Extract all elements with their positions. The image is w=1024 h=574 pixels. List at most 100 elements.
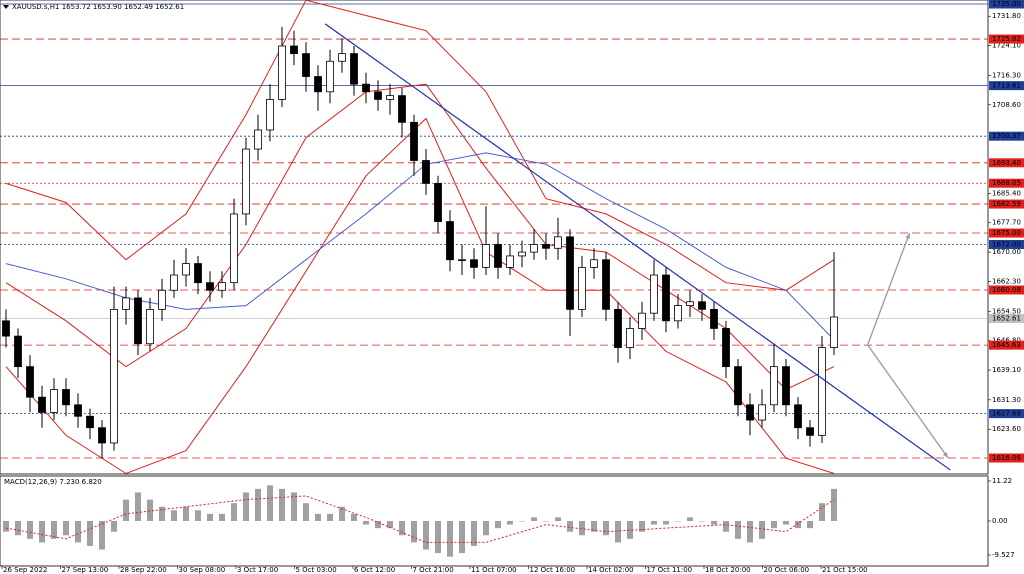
macd-bar — [507, 521, 513, 525]
candle-body — [14, 335, 22, 368]
candle-body — [506, 255, 514, 268]
level-label-box — [989, 81, 1024, 91]
macd-bar — [495, 521, 501, 529]
macd-bar — [231, 503, 237, 521]
candle-body — [182, 263, 190, 276]
candle-body — [458, 259, 466, 261]
candle-body — [314, 76, 322, 93]
x-tick-label: 11 Oct 07:00 — [471, 566, 517, 574]
x-tick-label: 21 Oct 15:00 — [822, 566, 868, 574]
y-tick-label: 1677.70 — [992, 219, 1021, 227]
candle-body — [494, 244, 502, 268]
macd-bar — [375, 521, 381, 529]
candle-body — [674, 305, 682, 322]
macd-bar — [135, 492, 141, 521]
level-label-box — [989, 313, 1024, 323]
candle-body — [830, 316, 838, 348]
macd-bar — [783, 521, 789, 525]
x-tick-label: 18 Oct 20:00 — [705, 566, 751, 574]
x-tick-label: 14 Oct 02:00 — [588, 566, 634, 574]
macd-bar — [267, 485, 273, 521]
macd-bar — [423, 521, 429, 550]
candle-body — [770, 366, 778, 406]
macd-bar — [195, 510, 201, 521]
macd-bar — [711, 521, 717, 525]
macd-bar — [51, 521, 57, 539]
candle-body — [686, 301, 694, 306]
x-tick-label: 17 Oct 11:00 — [647, 566, 693, 574]
arrow-head — [905, 233, 910, 240]
macd-bar — [591, 521, 597, 532]
candle-body — [266, 99, 274, 131]
arrow-head — [942, 451, 948, 458]
candle-body — [542, 244, 550, 249]
candle-body — [386, 95, 394, 100]
candle-body — [782, 366, 790, 406]
candle-body — [74, 404, 82, 417]
level-label: 1682.59 — [992, 200, 1021, 208]
x-tick-label: 30 Sep 08:00 — [179, 566, 226, 574]
candle-body — [746, 404, 754, 421]
candle-body — [422, 160, 430, 184]
candle-body — [110, 308, 118, 444]
level-label-box — [989, 158, 1024, 168]
candle-body — [530, 244, 538, 253]
macd-bar — [159, 506, 165, 521]
menu-triangle — [3, 5, 9, 9]
candle-body — [806, 427, 814, 436]
candle-body — [638, 312, 646, 329]
y-tick-label: 1708.60 — [992, 101, 1021, 109]
macd-bar — [303, 503, 309, 521]
macd-bar — [603, 521, 609, 536]
macd-bar — [687, 517, 693, 521]
candle-body — [278, 45, 286, 100]
candle-body — [290, 45, 298, 55]
level-label-box — [989, 340, 1024, 350]
candle-body — [62, 389, 70, 406]
macd-bar — [75, 521, 81, 543]
candle-body — [2, 320, 10, 337]
candle-body — [230, 213, 238, 284]
candle-body — [194, 263, 202, 284]
macd-bar — [399, 521, 405, 536]
macd-bar — [531, 517, 537, 521]
level-label-box — [989, 34, 1024, 44]
x-tick-label: 26 Sep 2022 — [3, 566, 47, 574]
candle-body — [566, 236, 574, 310]
macd-bar — [111, 521, 117, 532]
candle-body — [602, 259, 610, 310]
candle-body — [446, 221, 454, 261]
macd-bar — [483, 521, 489, 536]
macd-bar — [351, 513, 357, 521]
indicator-line — [5, 117, 835, 475]
macd-tick-label: 0.00 — [992, 517, 1008, 525]
indicator-line — [5, 0, 835, 291]
macd-bar — [63, 521, 69, 536]
candle-body — [734, 366, 742, 406]
macd-bar — [411, 521, 417, 543]
level-label-box — [989, 239, 1024, 249]
y-tick-label: 1716.30 — [992, 71, 1021, 79]
candle-body — [482, 244, 490, 268]
macd-bar — [255, 488, 261, 521]
candle-body — [170, 274, 178, 291]
candle-body — [206, 282, 214, 291]
y-tick-label: 1724.10 — [992, 42, 1021, 50]
macd-bar — [207, 513, 213, 521]
macd-bar — [627, 521, 633, 539]
level-label: 1660.08 — [992, 286, 1021, 294]
level-label-box — [989, 178, 1024, 188]
level-label: 1616.06 — [992, 454, 1021, 462]
candle-body — [218, 282, 226, 291]
macd-bar — [675, 521, 681, 522]
candle-body — [26, 366, 34, 398]
candle-body — [326, 60, 334, 93]
level-label-box — [989, 228, 1024, 238]
x-tick-label: 27 Sep 13:00 — [62, 566, 109, 574]
level-label-box — [989, 131, 1024, 141]
level-label: 1675.00 — [992, 229, 1021, 237]
candle-body — [146, 308, 154, 345]
macd-bar — [183, 506, 189, 521]
x-tick-label: 12 Oct 16:00 — [530, 566, 576, 574]
macd-bar — [699, 521, 705, 522]
